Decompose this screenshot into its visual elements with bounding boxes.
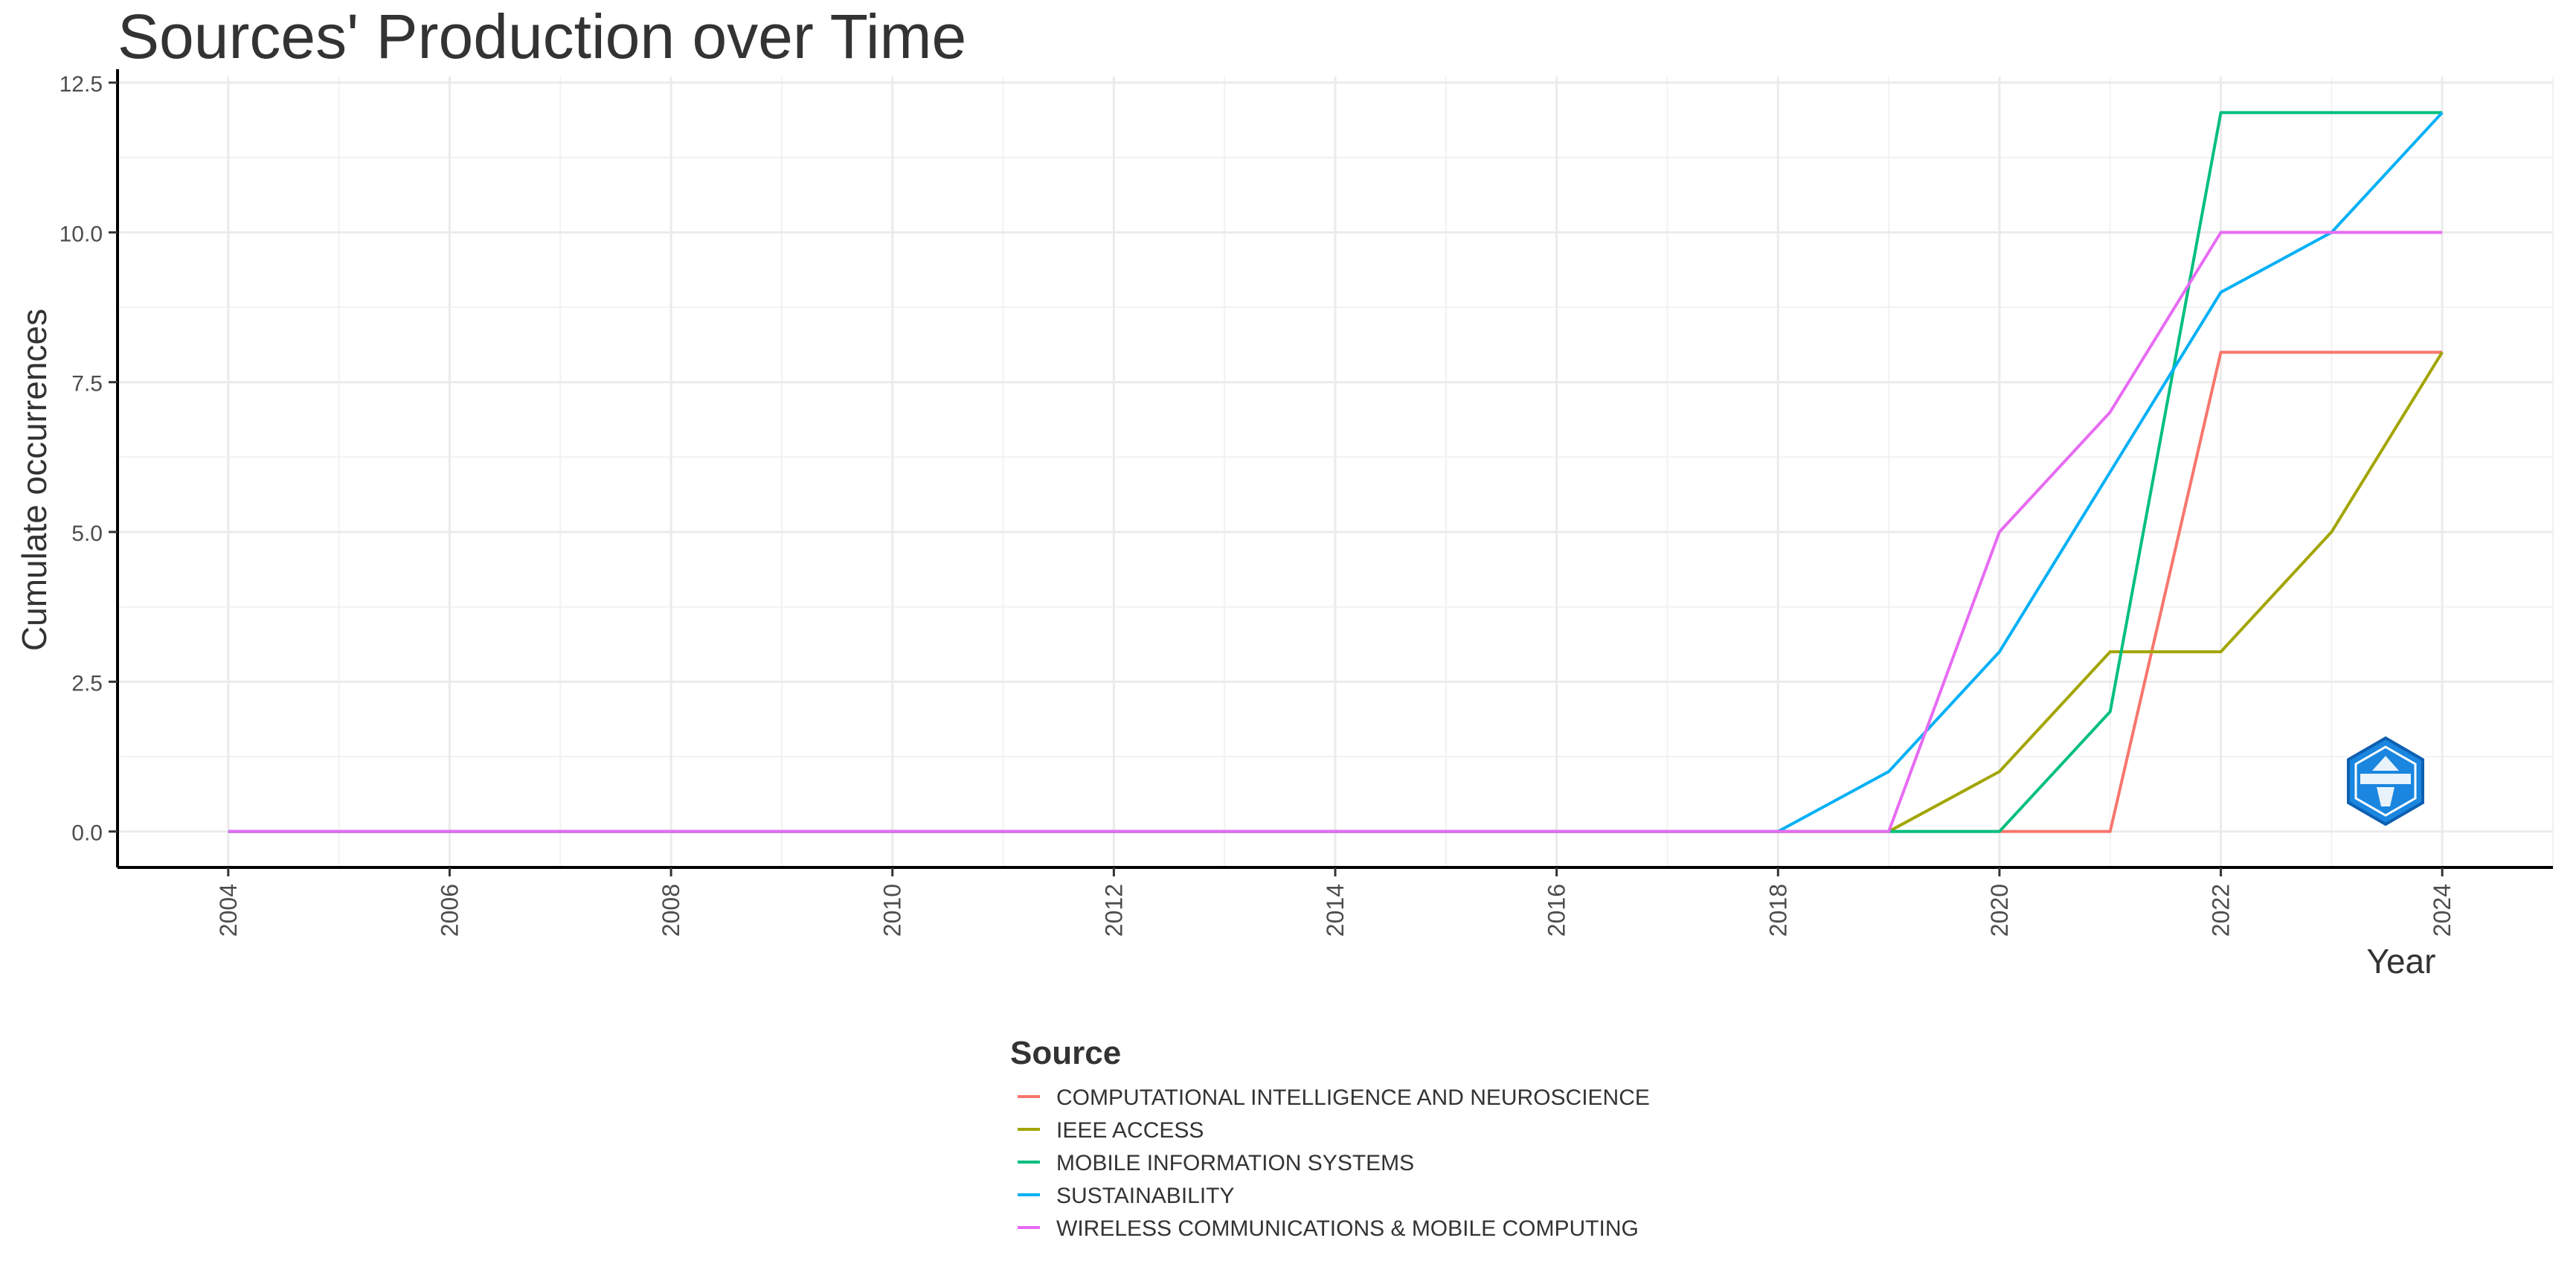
legend-title: Source	[1010, 1035, 1121, 1071]
legend-item: WIRELESS COMMUNICATIONS & MOBILE COMPUTI…	[1018, 1216, 1639, 1241]
legend-item: COMPUTATIONAL INTELLIGENCE AND NEUROSCIE…	[1018, 1085, 1650, 1110]
x-axis-title: Year	[2367, 942, 2436, 981]
x-tick-label: 2010	[879, 884, 906, 937]
x-tick-label: 2020	[1986, 884, 2013, 937]
y-tick-label: 2.5	[71, 671, 103, 696]
y-tick-label: 0.0	[71, 821, 103, 846]
legend-label: WIRELESS COMMUNICATIONS & MOBILE COMPUTI…	[1056, 1216, 1639, 1241]
legend: COMPUTATIONAL INTELLIGENCE AND NEUROSCIE…	[1018, 1085, 1650, 1241]
x-tick-label: 2012	[1100, 884, 1127, 937]
x-tick-label: 2014	[1322, 884, 1349, 937]
series-line	[228, 231, 2443, 833]
y-tick-label: 5.0	[71, 522, 103, 546]
y-tick-label: 7.5	[71, 372, 103, 397]
x-tick-label: 2016	[1544, 884, 1570, 937]
grid	[117, 77, 2554, 867]
x-tick-label: 2024	[2429, 884, 2455, 937]
x-tick-label: 2018	[1764, 884, 1791, 937]
x-tick-label: 2006	[436, 884, 463, 937]
bibliometrix-logo-icon	[2347, 736, 2424, 827]
y-tick-label: 12.5	[60, 72, 103, 97]
legend-item: SUSTAINABILITY	[1018, 1184, 1235, 1208]
y-tick-label: 10.0	[60, 222, 103, 246]
x-tick-label: 2004	[215, 884, 242, 937]
legend-label: IEEE ACCESS	[1056, 1118, 1204, 1143]
x-tick-label: 2022	[2208, 884, 2235, 937]
legend-item: MOBILE INFORMATION SYSTEMS	[1018, 1151, 1414, 1175]
legend-label: MOBILE INFORMATION SYSTEMS	[1056, 1151, 1414, 1175]
chart-title: Sources' Production over Time	[118, 1, 966, 71]
legend-label: COMPUTATIONAL INTELLIGENCE AND NEUROSCIE…	[1056, 1085, 1650, 1110]
ticks: 0.0 2.5 5.0 7.5 10.0 12.5 2004 2006 2008 2010 2012…	[60, 72, 2456, 937]
legend-label: SUSTAINABILITY	[1056, 1184, 1235, 1208]
legend-item: IEEE ACCESS	[1018, 1118, 1204, 1143]
y-axis-title: Cumulate occurrences	[15, 309, 54, 651]
x-tick-label: 2008	[658, 884, 684, 937]
series-lines	[228, 111, 2444, 833]
